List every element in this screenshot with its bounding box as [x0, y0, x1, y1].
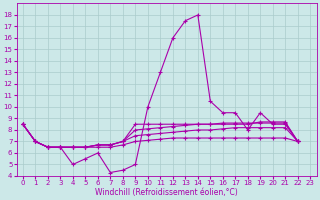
X-axis label: Windchill (Refroidissement éolien,°C): Windchill (Refroidissement éolien,°C) — [95, 188, 238, 197]
